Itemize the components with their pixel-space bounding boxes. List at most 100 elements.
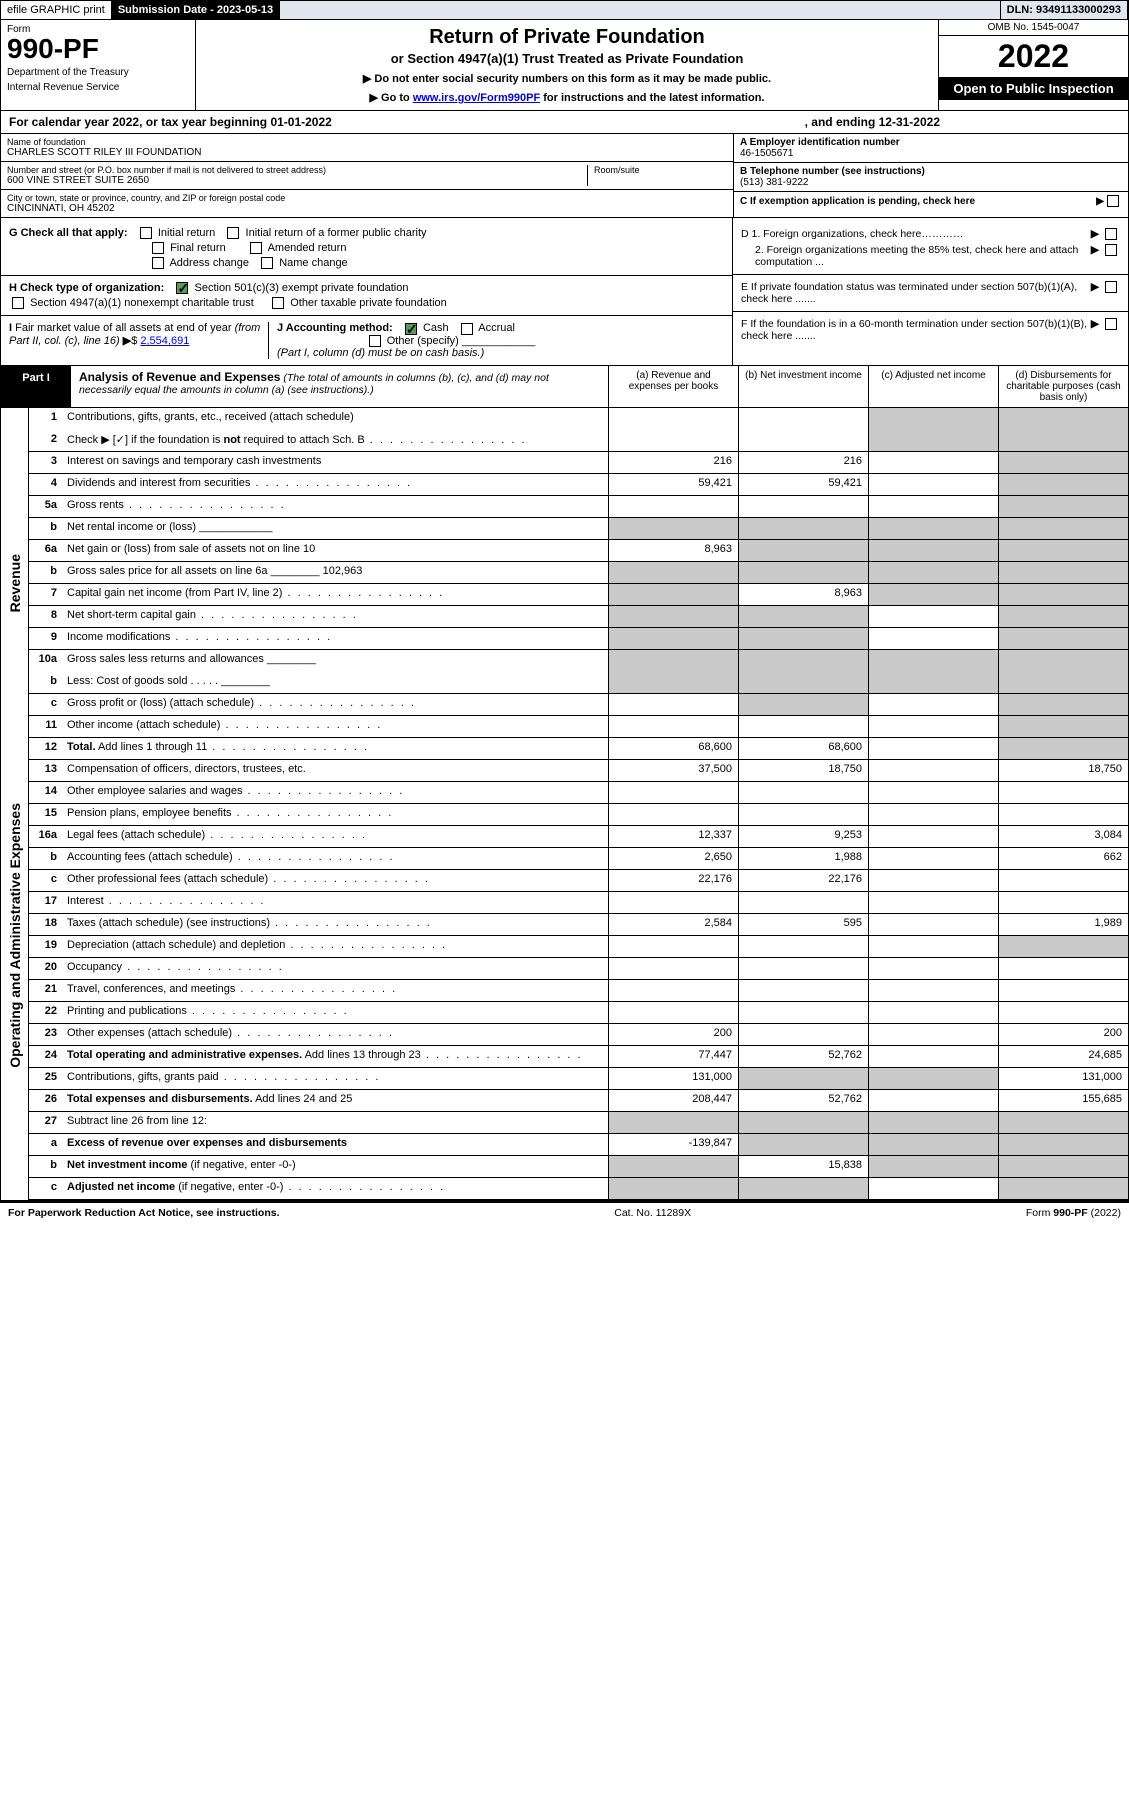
cell-a: 2,584 [608, 914, 738, 935]
form990pf-link[interactable]: www.irs.gov/Form990PF [413, 92, 540, 104]
f-row: F If the foundation is in a 60-month ter… [741, 318, 1120, 342]
cell-c [868, 980, 998, 1001]
d2-checkbox[interactable] [1105, 244, 1117, 256]
j-other-checkbox[interactable] [369, 335, 381, 347]
net-rows: 27Subtract line 26 from line 12:aExcess … [29, 1112, 1128, 1200]
cell-b [738, 1002, 868, 1023]
cell-a [608, 650, 738, 672]
table-row: 12Total. Add lines 1 through 1168,60068,… [29, 738, 1128, 760]
cell-b [738, 672, 868, 693]
cell-a [608, 936, 738, 957]
g-initial-checkbox[interactable] [140, 227, 152, 239]
cell-d [998, 584, 1128, 605]
line-number: b [29, 672, 63, 693]
cell-d [998, 1002, 1128, 1023]
cell-c [868, 474, 998, 495]
cell-d [998, 1178, 1128, 1199]
line-desc: Dividends and interest from securities [63, 474, 608, 495]
cell-c [868, 430, 998, 451]
h-other-checkbox[interactable] [272, 297, 284, 309]
open-to-public: Open to Public Inspection [939, 77, 1128, 100]
top-bar: efile GRAPHIC print Submission Date - 20… [0, 0, 1129, 20]
city-row: City or town, state or province, country… [1, 190, 733, 217]
line-number: b [29, 518, 63, 539]
cell-a: 37,500 [608, 760, 738, 781]
cell-c [868, 1090, 998, 1111]
j-cash-checkbox[interactable] [405, 323, 417, 335]
line-desc: Excess of revenue over expenses and disb… [63, 1134, 608, 1155]
cell-c [868, 452, 998, 473]
cell-d [998, 628, 1128, 649]
line-desc: Total operating and administrative expen… [63, 1046, 608, 1067]
h-4947-checkbox[interactable] [12, 297, 24, 309]
d1-row: D 1. Foreign organizations, check here……… [741, 228, 1120, 240]
d1-checkbox[interactable] [1105, 228, 1117, 240]
ein-value: 46-1505671 [740, 148, 1122, 159]
h-501c3-checkbox[interactable] [176, 282, 188, 294]
cell-b: 52,762 [738, 1046, 868, 1067]
cell-a [608, 980, 738, 1001]
cell-c [868, 694, 998, 715]
table-row: 20Occupancy [29, 958, 1128, 980]
e-checkbox[interactable] [1105, 281, 1117, 293]
cell-b: 22,176 [738, 870, 868, 891]
cell-a [608, 782, 738, 803]
cell-d: 131,000 [998, 1068, 1128, 1089]
calyear-end: , and ending 12-31-2022 [805, 115, 940, 129]
table-row: cOther professional fees (attach schedul… [29, 870, 1128, 892]
cell-d [998, 1112, 1128, 1133]
line-desc: Total expenses and disbursements. Add li… [63, 1090, 608, 1111]
cell-a [608, 1156, 738, 1177]
cell-c [868, 408, 998, 430]
g-name-checkbox[interactable] [261, 257, 273, 269]
g-initial-former-checkbox[interactable] [227, 227, 239, 239]
cell-a [608, 562, 738, 583]
h-opt-3: Other taxable private foundation [290, 297, 447, 309]
cell-a [608, 430, 738, 451]
table-row: 25Contributions, gifts, grants paid131,0… [29, 1068, 1128, 1090]
table-row: 24Total operating and administrative exp… [29, 1046, 1128, 1068]
cell-b: 52,762 [738, 1090, 868, 1111]
form-title: Return of Private Foundation [206, 26, 928, 49]
cell-c [868, 650, 998, 672]
cell-b [738, 518, 868, 539]
cell-b [738, 430, 868, 451]
line-number: 17 [29, 892, 63, 913]
cell-b: 15,838 [738, 1156, 868, 1177]
table-row: 4Dividends and interest from securities5… [29, 474, 1128, 496]
fmv-link[interactable]: 2,554,691 [140, 335, 189, 347]
line-number: 3 [29, 452, 63, 473]
f-text: F If the foundation is in a 60-month ter… [741, 318, 1091, 342]
city-label: City or town, state or province, country… [7, 193, 727, 203]
f-checkbox[interactable] [1105, 318, 1117, 330]
line-desc: Travel, conferences, and meetings [63, 980, 608, 1001]
line-desc: Less: Cost of goods sold . . . . . _____… [63, 672, 608, 693]
page-footer: For Paperwork Reduction Act Notice, see … [0, 1201, 1129, 1223]
table-row: 2Check ▶ [✓] if the foundation is not re… [29, 430, 1128, 452]
g-amended-checkbox[interactable] [250, 242, 262, 254]
exemption-label: C If exemption application is pending, c… [740, 196, 1096, 207]
line-desc: Gross sales less returns and allowances … [63, 650, 608, 672]
ij-row: I Fair market value of all assets at end… [9, 322, 724, 358]
cell-a: 8,963 [608, 540, 738, 561]
g-label: G Check all that apply: [9, 227, 128, 239]
cell-d [998, 606, 1128, 627]
line-desc: Subtract line 26 from line 12: [63, 1112, 608, 1133]
cell-a [608, 1002, 738, 1023]
cell-c [868, 1068, 998, 1089]
part1-desc: Analysis of Revenue and Expenses (The to… [71, 366, 608, 407]
g-final-checkbox[interactable] [152, 242, 164, 254]
table-row: 23Other expenses (attach schedule)200200 [29, 1024, 1128, 1046]
table-row: 22Printing and publications [29, 1002, 1128, 1024]
table-row: 16aLegal fees (attach schedule)12,3379,2… [29, 826, 1128, 848]
cell-a [608, 408, 738, 430]
g-address-checkbox[interactable] [152, 257, 164, 269]
cell-b [738, 782, 868, 803]
j-accrual-checkbox[interactable] [461, 323, 473, 335]
cell-d [998, 430, 1128, 451]
paperwork-notice: For Paperwork Reduction Act Notice, see … [8, 1207, 280, 1219]
cell-d [998, 1134, 1128, 1155]
line-number: 2 [29, 430, 63, 451]
exemption-checkbox[interactable] [1107, 195, 1119, 207]
cell-b: 68,600 [738, 738, 868, 759]
